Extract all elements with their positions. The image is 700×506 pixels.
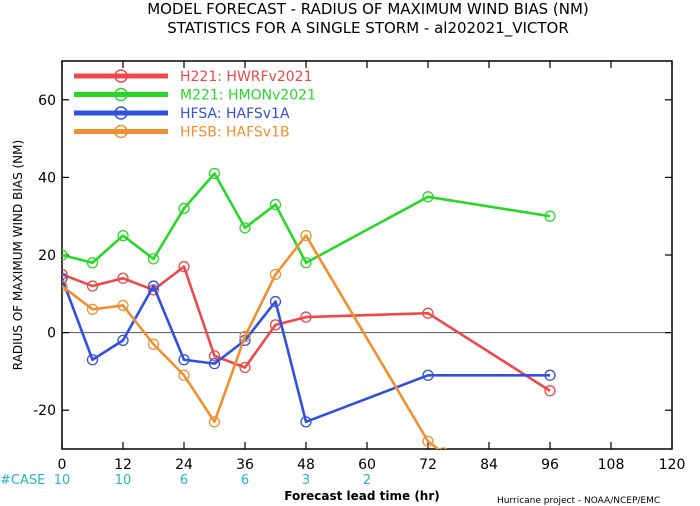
- case-count: 10: [54, 473, 71, 488]
- x-tick-label: 108: [598, 457, 625, 473]
- y-axis-label: RADIUS OF MAXIMUM WIND BIAS (NM): [11, 140, 25, 370]
- x-tick-label: 120: [659, 457, 686, 473]
- case-count: 6: [180, 473, 188, 488]
- data-point: [544, 210, 556, 222]
- y-tick-label: 20: [38, 248, 56, 264]
- data-point: [269, 198, 282, 211]
- data-point: [300, 416, 312, 428]
- legend: H221: HWRFv2021 M221: HMONv2021 HFSA: HAFS…: [74, 69, 316, 141]
- legend-marker: [114, 69, 128, 83]
- data-point: [422, 369, 434, 381]
- data-point: [117, 299, 129, 312]
- x-tick-label: 36: [236, 457, 254, 473]
- x-tick-label: 60: [358, 457, 376, 473]
- data-point: [178, 354, 190, 366]
- data-point: [439, 447, 448, 449]
- x-axis-label: Forecast lead time (hr): [284, 489, 440, 503]
- data-point: [86, 303, 99, 315]
- data-point: [239, 222, 251, 234]
- legend-marker: [114, 106, 128, 120]
- data-point: [239, 361, 251, 374]
- series-2: [62, 167, 556, 269]
- x-tick-label: 96: [541, 457, 559, 473]
- series-line: [62, 172, 551, 265]
- data-point: [544, 385, 556, 397]
- data-point: [300, 257, 312, 269]
- chart-subtitle: STATISTICS FOR A SINGLE STORM - al202021…: [167, 19, 569, 38]
- case-counts: 10 10 6 6 3 2: [54, 473, 371, 488]
- data-point: [544, 369, 556, 381]
- legend-entry: M221: HMONv2021: [180, 88, 316, 104]
- x-tick-label: 72: [419, 457, 437, 473]
- data-point: [208, 167, 221, 180]
- data-point: [300, 311, 312, 323]
- series-4: [62, 229, 448, 449]
- data-point: [422, 435, 434, 447]
- series-line: [62, 277, 550, 424]
- legend-entry: HFSB: HAFSv1B: [180, 125, 290, 141]
- legend-marker: [114, 87, 128, 102]
- data-point: [147, 280, 160, 292]
- data-point: [62, 268, 68, 281]
- data-point: [178, 202, 190, 215]
- data-point: [269, 268, 282, 281]
- series-3: [62, 272, 556, 428]
- case-count: 10: [115, 473, 132, 488]
- series-line: [62, 234, 441, 449]
- x-tick-label: 84: [480, 457, 498, 473]
- data-point: [208, 416, 221, 428]
- data-point: [62, 272, 68, 284]
- credit-footer: Hurricane project - NOAA/NCEP/EMC: [497, 496, 660, 506]
- case-count-label: #CASE: [0, 473, 45, 488]
- x-tick-label: 24: [175, 457, 193, 473]
- legend-marker: [114, 124, 128, 139]
- data-point: [117, 272, 129, 284]
- series-layer: [62, 167, 556, 449]
- data-point: [300, 229, 312, 242]
- case-count: 2: [363, 473, 371, 488]
- y-tick-label: 0: [47, 326, 56, 342]
- data-point: [269, 295, 282, 308]
- chart-title: MODEL FORECAST - RADIUS OF MAXIMUM WIND …: [147, 0, 589, 18]
- x-tick-label: 48: [297, 457, 315, 473]
- x-tick-label: 0: [58, 457, 67, 473]
- data-point: [86, 280, 99, 292]
- legend-entry: HFSA: HAFSv1A: [180, 106, 290, 122]
- y-tick-label: -20: [33, 403, 56, 419]
- case-count: 6: [241, 473, 249, 488]
- data-point: [422, 307, 434, 319]
- data-point: [239, 330, 251, 343]
- data-point: [117, 229, 129, 242]
- data-point: [147, 253, 160, 265]
- x-axis-ticks: 0 12 24 36 48 60 72 84 96 108 120: [58, 61, 686, 473]
- data-point: [86, 257, 99, 269]
- y-tick-label: 40: [38, 170, 56, 186]
- data-point: [422, 191, 434, 203]
- data-point: [208, 357, 221, 370]
- data-point: [62, 280, 68, 292]
- y-axis-ticks: -20 0 20 40 60: [33, 93, 672, 419]
- data-point: [178, 260, 190, 273]
- case-count: 3: [302, 473, 310, 488]
- y-tick-label: 60: [38, 93, 56, 109]
- data-point: [117, 334, 129, 347]
- x-tick-label: 12: [114, 457, 132, 473]
- data-point: [178, 369, 190, 381]
- data-point: [62, 249, 68, 261]
- legend-entry: H221: HWRFv2021: [180, 69, 312, 85]
- plot-frame: [61, 60, 673, 450]
- series-line: [62, 265, 551, 392]
- data-point: [86, 354, 99, 366]
- data-point: [208, 350, 221, 362]
- data-point: [147, 338, 160, 350]
